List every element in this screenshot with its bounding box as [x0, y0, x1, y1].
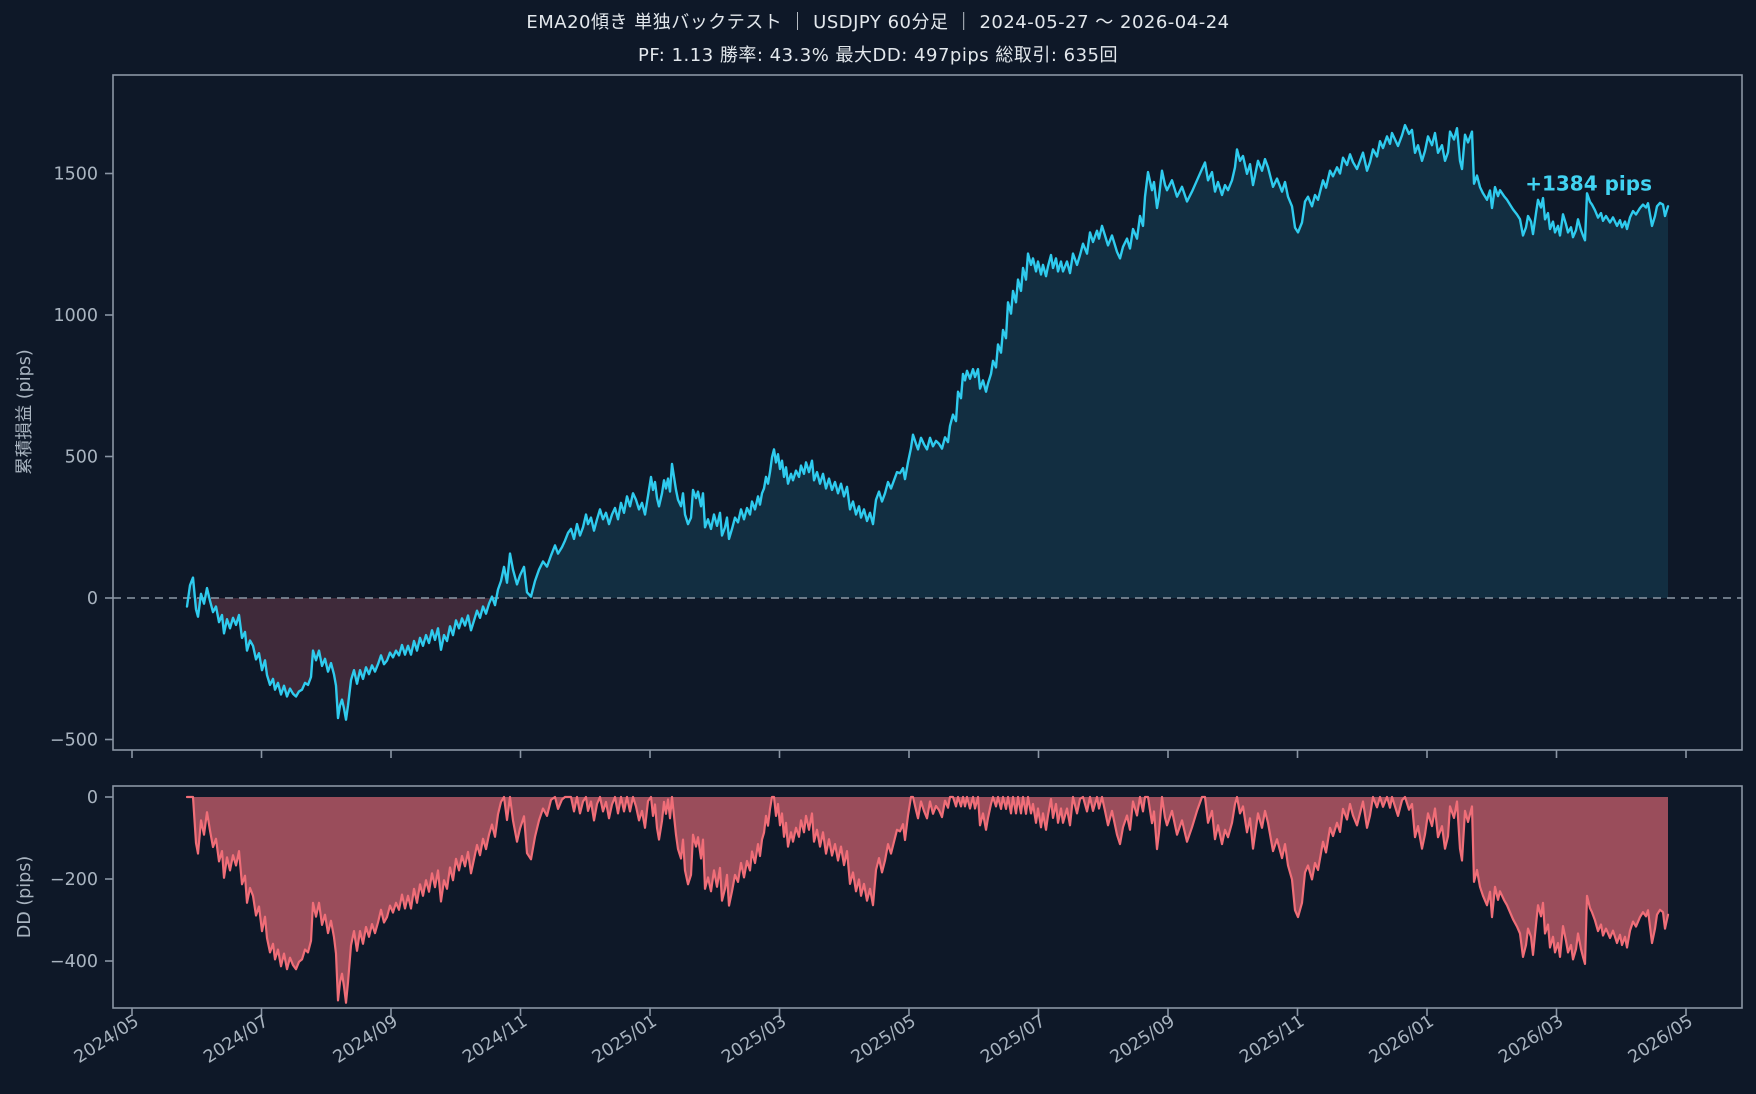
y-tick-label: −200: [50, 870, 98, 890]
pnl-area-negative: [187, 598, 1668, 720]
chart-title: EMA20傾き 単独バックテスト ｜ USDJPY 60分足 ｜ 2024-05…: [526, 12, 1230, 33]
x-tick-label: 2024/05: [71, 1011, 143, 1067]
x-tick-label: 2026/03: [1495, 1011, 1567, 1067]
bottom-panel-border: [112, 785, 1743, 1009]
y-tick-label: −400: [50, 952, 98, 972]
drawdown-panel: 0 −200 −400 2024/05 2024/07 2024/09 2024/11 202…: [15, 785, 1743, 1068]
x-tick-label: 2024/11: [459, 1011, 531, 1067]
x-tick-label: 2025/09: [1107, 1011, 1179, 1067]
y-tick-label: 500: [65, 448, 98, 468]
x-tick-label: 2024/07: [200, 1011, 272, 1067]
x-tick-label: 2025/01: [589, 1011, 661, 1067]
annotation-final-pnl: +1384 pips: [1525, 171, 1652, 195]
pnl-line: [185, 123, 1670, 721]
x-tick-label: 2025/05: [848, 1011, 920, 1067]
y-axis-title-pnl: 累積損益 (pips): [15, 349, 35, 474]
y-tick-label: −500: [50, 731, 98, 751]
x-tick-label: 2025/11: [1236, 1011, 1308, 1067]
top-panel-border: [112, 74, 1743, 751]
y-tick-label: 1000: [53, 306, 98, 326]
x-tick-label: 2025/07: [977, 1011, 1049, 1067]
chart-header: EMA20傾き 単独バックテスト ｜ USDJPY 60分足 ｜ 2024-05…: [0, 8, 1756, 67]
x-tick-label: 2024/09: [330, 1011, 402, 1067]
y-tick-label: 0: [87, 788, 98, 808]
y-tick-label: 0: [87, 589, 98, 609]
pnl-area-positive: [187, 125, 1668, 598]
y-axis-title-dd: DD (pips): [15, 856, 35, 938]
chart-stats-subtitle: PF: 1.13 勝率: 43.3% 最大DD: 497pips 総取引: 63…: [637, 45, 1119, 66]
y-tick-label: 1500: [53, 165, 98, 185]
x-tick-label: 2026/01: [1366, 1011, 1438, 1067]
x-tick-label: 2025/03: [718, 1011, 790, 1067]
dd-line: [185, 795, 1670, 1004]
dd-area: [187, 797, 1668, 1003]
x-tick-label: 2026/05: [1625, 1011, 1697, 1067]
cumulative-pnl-panel: 1500 1000 500 0 −500 累積損益 (pips) +1384 pips: [15, 74, 1743, 758]
